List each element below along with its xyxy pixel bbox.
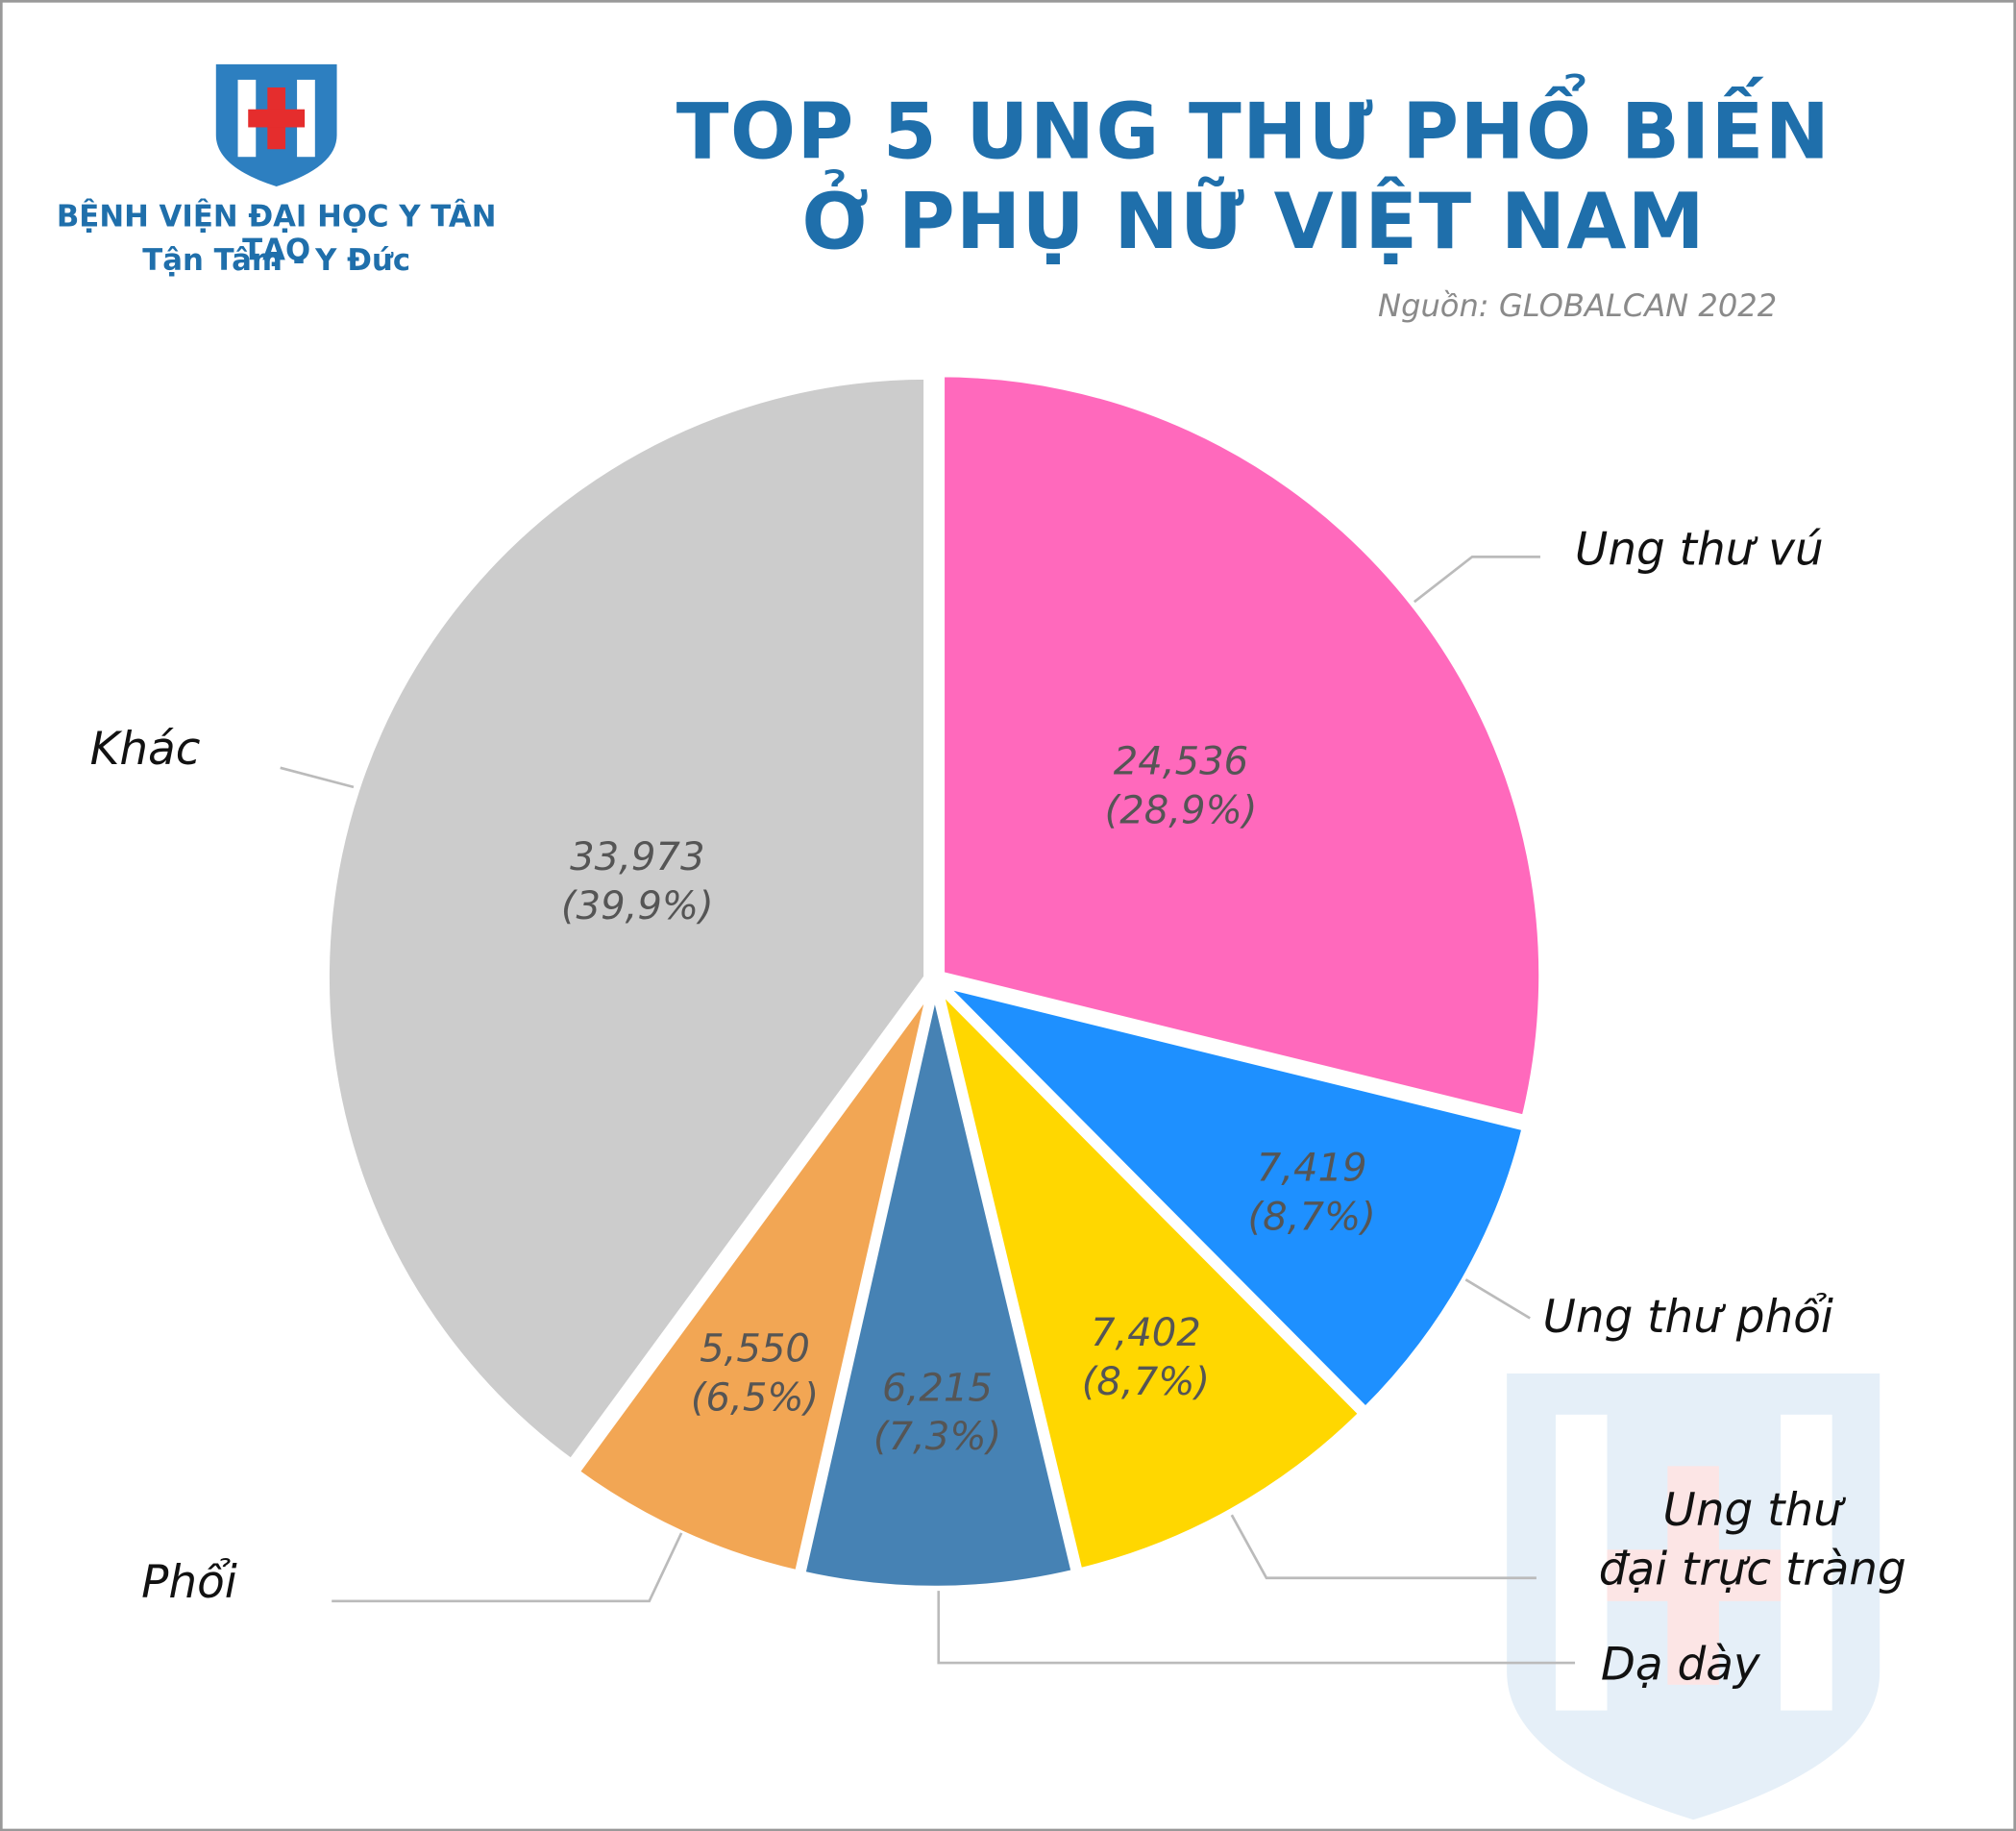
percent-label: (7,3%) bbox=[873, 1415, 1001, 1459]
source: Nguồn: GLOBALCAN 2022 bbox=[1378, 287, 1778, 325]
category-label: Khác bbox=[89, 724, 201, 776]
pie-slice bbox=[937, 979, 1530, 1415]
pie-slice bbox=[321, 371, 932, 1467]
value-label: 33,973 bbox=[570, 835, 704, 879]
leader-line bbox=[937, 1591, 1576, 1665]
leader-line bbox=[1413, 556, 1540, 604]
category-label: Ung thư đại trực tràng bbox=[1598, 1485, 1906, 1596]
pie-slice bbox=[798, 983, 1079, 1594]
category-label: Phổi bbox=[141, 1557, 237, 1609]
chart-title: TOP 5 UNG THƯ PHỔ BIẾN Ở PHỤ NỮ VIỆT NAM bbox=[676, 87, 1832, 268]
percent-label: (28,9%) bbox=[1105, 788, 1258, 832]
category-label: Dạ dày bbox=[1600, 1639, 1760, 1692]
value-label: 5,550 bbox=[700, 1327, 810, 1372]
leader-line bbox=[332, 1532, 683, 1603]
value-label: 7,419 bbox=[1257, 1146, 1367, 1190]
percent-label: (6,5%) bbox=[691, 1375, 819, 1420]
slogan: Tận Tâm - Y Đức bbox=[142, 244, 411, 279]
percent-label: (8,7%) bbox=[1082, 1360, 1210, 1404]
value-label: 24,536 bbox=[1114, 740, 1248, 784]
logo-icon bbox=[215, 63, 337, 187]
hospital-name: BỆNH VIỆN ĐẠI HỌC Y TÂN TẠO bbox=[56, 200, 497, 268]
pie-slice bbox=[934, 982, 1366, 1576]
pie-slice bbox=[937, 369, 1547, 1124]
category-label: Ung thư phổi bbox=[1542, 1292, 1833, 1345]
category-label: Ung thư vú bbox=[1575, 524, 1824, 577]
watermark bbox=[1507, 1373, 1881, 1820]
percent-label: (8,7%) bbox=[1248, 1195, 1376, 1239]
value-label: 6,215 bbox=[882, 1366, 993, 1410]
value-label: 7,402 bbox=[1091, 1311, 1201, 1355]
leader-line bbox=[280, 766, 355, 789]
percent-label: (39,9%) bbox=[561, 884, 714, 928]
leader-line bbox=[1230, 1514, 1537, 1580]
leader-line bbox=[1464, 1278, 1531, 1320]
